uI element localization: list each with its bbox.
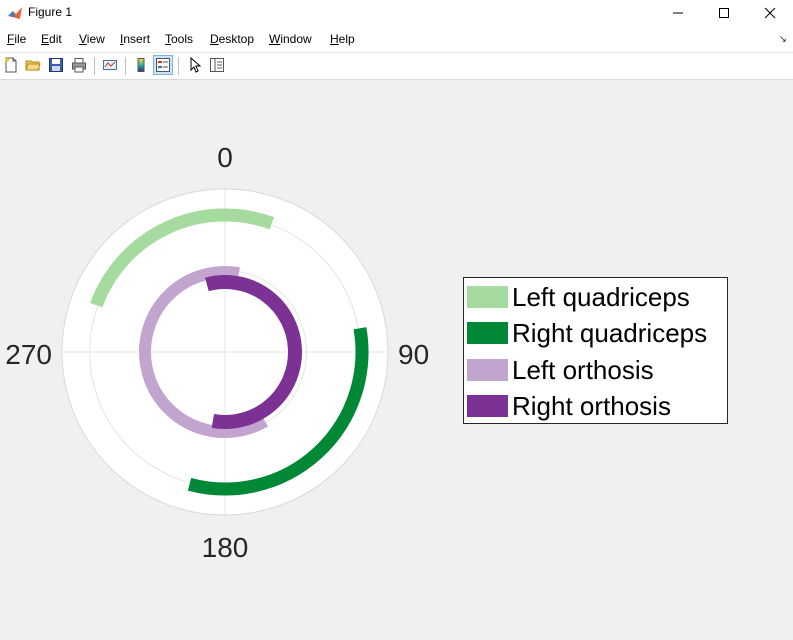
new-figure-button[interactable] (2, 56, 20, 74)
plot-tools-icon (210, 58, 224, 72)
minimize-button[interactable] (655, 0, 701, 26)
legend-label: Right orthosis (512, 391, 671, 421)
folder-open-icon (25, 60, 41, 71)
insert-legend-button[interactable] (153, 55, 173, 75)
close-icon (764, 7, 776, 19)
maximize-button[interactable] (701, 0, 747, 26)
figure-toolbar (0, 53, 793, 80)
colorbar-icon (137, 58, 145, 72)
minimize-icon (673, 12, 683, 14)
toolbar-separator (94, 57, 95, 75)
menu-bar: File Edit View Insert Tools Desktop Wind… (0, 26, 793, 53)
polar-arc-series (90, 208, 275, 308)
legend-icon (156, 58, 170, 72)
menu-desktop[interactable]: Desktop (210, 32, 255, 46)
print-figure-button[interactable] (70, 56, 88, 74)
legend-label: Left orthosis (512, 355, 654, 385)
chart-legend[interactable]: Left quadriceps Right quadriceps Left or… (463, 277, 728, 424)
maximize-icon (719, 8, 729, 18)
menu-file[interactable]: File (7, 32, 27, 46)
pointer-arrow-icon (190, 57, 202, 73)
link-plot-icon (103, 60, 117, 70)
polar-axes: 0 90 180 270 (5, 142, 429, 563)
legend-entry: Left quadriceps (467, 282, 690, 312)
menu-tools[interactable]: Tools (165, 32, 194, 46)
save-icon (49, 58, 63, 72)
polar-tick-label: 180 (202, 532, 249, 563)
menu-insert[interactable]: Insert (120, 32, 151, 46)
open-file-button[interactable] (24, 56, 42, 74)
toolbar-separator (125, 57, 126, 75)
legend-swatch (467, 322, 508, 344)
show-plot-tools-button[interactable] (208, 56, 226, 74)
link-plot-button[interactable] (101, 56, 119, 74)
polar-arc-series (205, 275, 302, 429)
legend-swatch (467, 359, 508, 381)
close-button[interactable] (747, 0, 793, 26)
legend-entry: Right quadriceps (467, 318, 707, 348)
new-file-icon (5, 57, 17, 73)
printer-icon (72, 58, 86, 73)
menu-edit[interactable]: Edit (41, 32, 62, 46)
polar-tick-label: 0 (217, 142, 233, 173)
legend-entry: Right orthosis (467, 391, 671, 421)
legend-entry: Left orthosis (467, 355, 654, 385)
polar-arc-series (187, 327, 369, 496)
toolbar-separator (178, 57, 179, 75)
polar-tick-label: 90 (398, 339, 429, 370)
dock-figure-icon[interactable]: ↘ (778, 34, 787, 45)
legend-label: Left quadriceps (512, 282, 690, 312)
insert-colorbar-button[interactable] (132, 56, 150, 74)
legend-label: Right quadriceps (512, 318, 708, 348)
menu-view[interactable]: View (79, 32, 105, 46)
menu-help[interactable]: Help (330, 32, 355, 46)
polar-tick-label: 270 (5, 339, 52, 370)
menu-window[interactable]: Window (269, 32, 312, 46)
edit-plot-button[interactable] (186, 56, 204, 74)
title-bar: Figure 1 (0, 0, 793, 26)
save-figure-button[interactable] (47, 56, 65, 74)
window-title: Figure 1 (28, 5, 73, 19)
polar-arc-series (139, 266, 268, 438)
legend-swatch (467, 395, 508, 417)
legend-swatch (467, 286, 508, 308)
matlab-logo-icon (8, 7, 22, 19)
